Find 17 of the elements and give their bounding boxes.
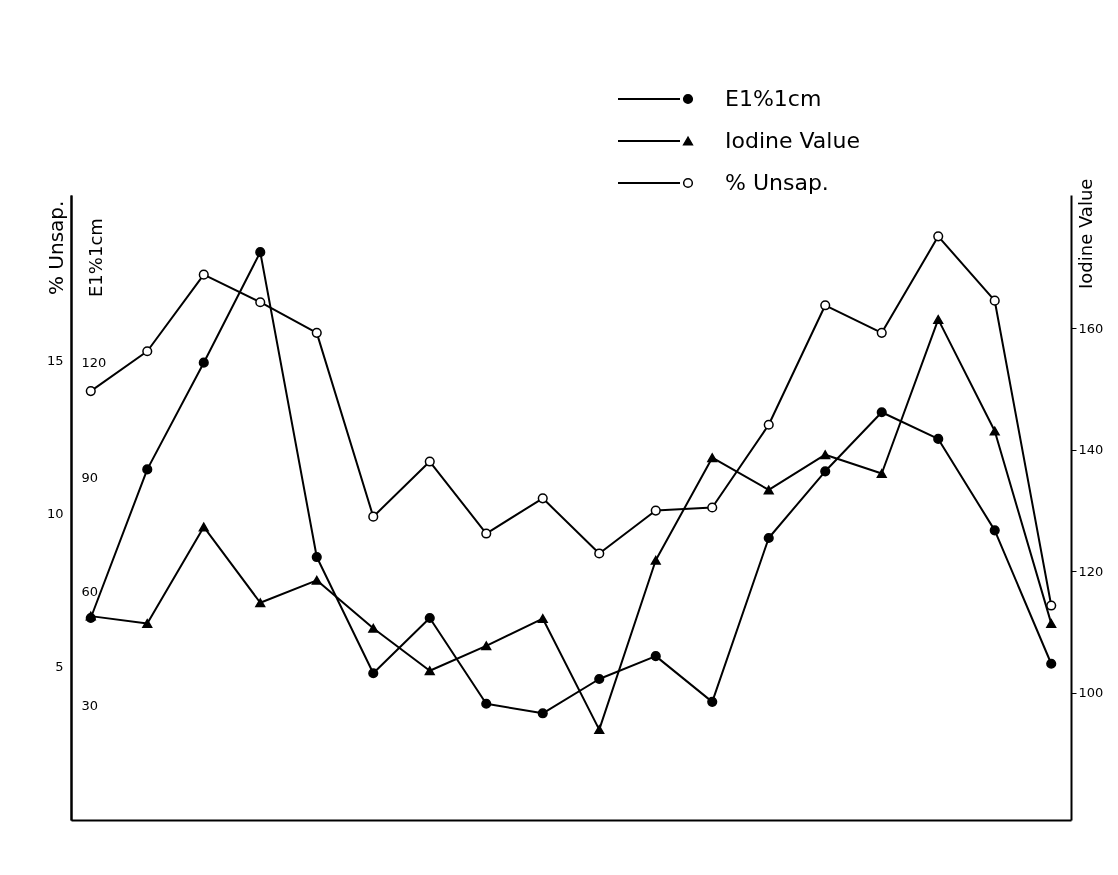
y3-axis-title: Iodine Value	[1075, 178, 1096, 289]
y2-tick-label: 30	[81, 698, 99, 714]
y-tick-label: 15	[46, 352, 64, 368]
y3-tick-label: 140	[1078, 442, 1104, 458]
y2-tick-label: 120	[81, 355, 107, 371]
y2-tick-label: 90	[81, 469, 99, 485]
legend-label: % Unsap.	[725, 170, 829, 195]
y3-tick-label: 160	[1078, 321, 1104, 336]
y-axis-title: % Unsap.	[44, 200, 68, 295]
y-tick-label: 5	[55, 659, 64, 675]
y2-axis-title: E1%1cm	[85, 218, 106, 297]
legend-label: Iodine Value	[725, 128, 860, 153]
y2-tick-label: 60	[81, 583, 99, 599]
y3-tick-label: 100	[1078, 685, 1104, 701]
y-tick-label: 10	[46, 506, 64, 522]
y3-tick-label: 120	[1078, 563, 1104, 579]
legend-label: E1%1cm	[725, 86, 822, 111]
